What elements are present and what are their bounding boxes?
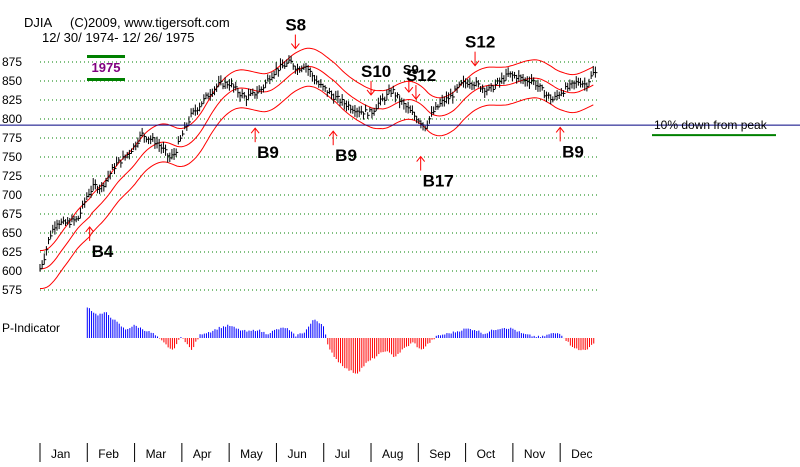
copyright-label: (C)2009, www.tigersoft.com xyxy=(70,15,230,30)
date-range-label: 12/ 30/ 1974- 12/ 26/ 1975 xyxy=(42,30,195,45)
y-tick-label: 600 xyxy=(2,264,22,278)
buy-signal-label: B17 xyxy=(423,172,454,191)
buy-arrowhead xyxy=(555,126,565,133)
buy-arrowhead xyxy=(416,155,426,162)
peak-annotation: 10% down from peak xyxy=(0,118,800,137)
sell-arrowhead xyxy=(411,93,421,100)
lower-band-line xyxy=(40,85,594,289)
sell-signal-label: S12 xyxy=(406,66,436,85)
month-label: Nov xyxy=(524,447,545,461)
y-tick-label: 700 xyxy=(2,188,22,202)
p-indicator-histogram: P-Indicator xyxy=(2,307,595,374)
sell-arrowhead xyxy=(470,60,480,67)
y-tick-label: 800 xyxy=(2,112,22,126)
month-label: Apr xyxy=(193,447,212,461)
y-tick-label: 725 xyxy=(2,169,22,183)
y-tick-label: 825 xyxy=(2,93,22,107)
year-badge: 1975 xyxy=(87,55,125,83)
month-axis: Jan Feb Mar Apr May Jun Jul Aug Sep Oct Nov Dec xyxy=(39,443,593,462)
month-label: Oct xyxy=(477,447,496,461)
y-tick-label: 775 xyxy=(2,131,22,145)
y-tick-label: 750 xyxy=(2,150,22,164)
buy-signal-label: B9 xyxy=(257,143,279,162)
sell-arrowhead xyxy=(290,43,300,50)
buy-arrowhead xyxy=(250,127,260,134)
month-label: Mar xyxy=(146,447,167,461)
buy-arrowhead xyxy=(85,226,95,233)
year-badge-bottom-bar xyxy=(87,78,125,81)
price-bars xyxy=(39,55,598,272)
upper-band-line xyxy=(40,47,594,251)
y-tick-label: 850 xyxy=(2,74,22,88)
signal-markers: S8 S9 S10 S12 S12 B4 B9 B9 B17 B9 xyxy=(85,16,584,261)
year-badge-text: 1975 xyxy=(91,60,121,75)
month-label: Jul xyxy=(335,447,350,461)
gridlines xyxy=(40,61,598,291)
sell-signal-label: S8 xyxy=(285,16,306,35)
sell-signal-label: S10 xyxy=(361,62,391,81)
buy-signal-label: B4 xyxy=(92,242,114,261)
buy-signal-label: B9 xyxy=(562,142,584,161)
y-tick-label: 875 xyxy=(2,55,22,69)
price-bands xyxy=(40,47,594,289)
y-tick-label: 625 xyxy=(2,245,22,259)
month-label: Jun xyxy=(287,447,306,461)
month-label: May xyxy=(240,447,263,461)
y-tick-label: 675 xyxy=(2,207,22,221)
month-label: Feb xyxy=(98,447,119,461)
index-label: DJIA xyxy=(24,15,53,30)
month-label: Dec xyxy=(571,447,592,461)
moving-average-line xyxy=(40,66,594,270)
buy-arrowhead xyxy=(328,130,338,137)
sell-arrowhead xyxy=(366,89,376,96)
indicator-label: P-Indicator xyxy=(2,321,60,335)
y-tick-label: 650 xyxy=(2,226,22,240)
peak-drawdown-label: 10% down from peak xyxy=(654,118,768,132)
sell-arrowhead xyxy=(404,86,414,93)
month-label: Jan xyxy=(51,447,70,461)
buy-signal-label: B9 xyxy=(335,146,357,165)
month-label: Sep xyxy=(429,447,451,461)
month-label: Aug xyxy=(382,447,403,461)
sell-signal-label: S12 xyxy=(465,33,495,52)
y-tick-label: 575 xyxy=(2,283,22,297)
year-badge-top-bar xyxy=(87,55,125,58)
y-axis-labels: 600 625 650 675 700 725 750 775 800 825 850 875 575 xyxy=(2,55,22,297)
sell-signal-label: S9 xyxy=(403,62,419,77)
